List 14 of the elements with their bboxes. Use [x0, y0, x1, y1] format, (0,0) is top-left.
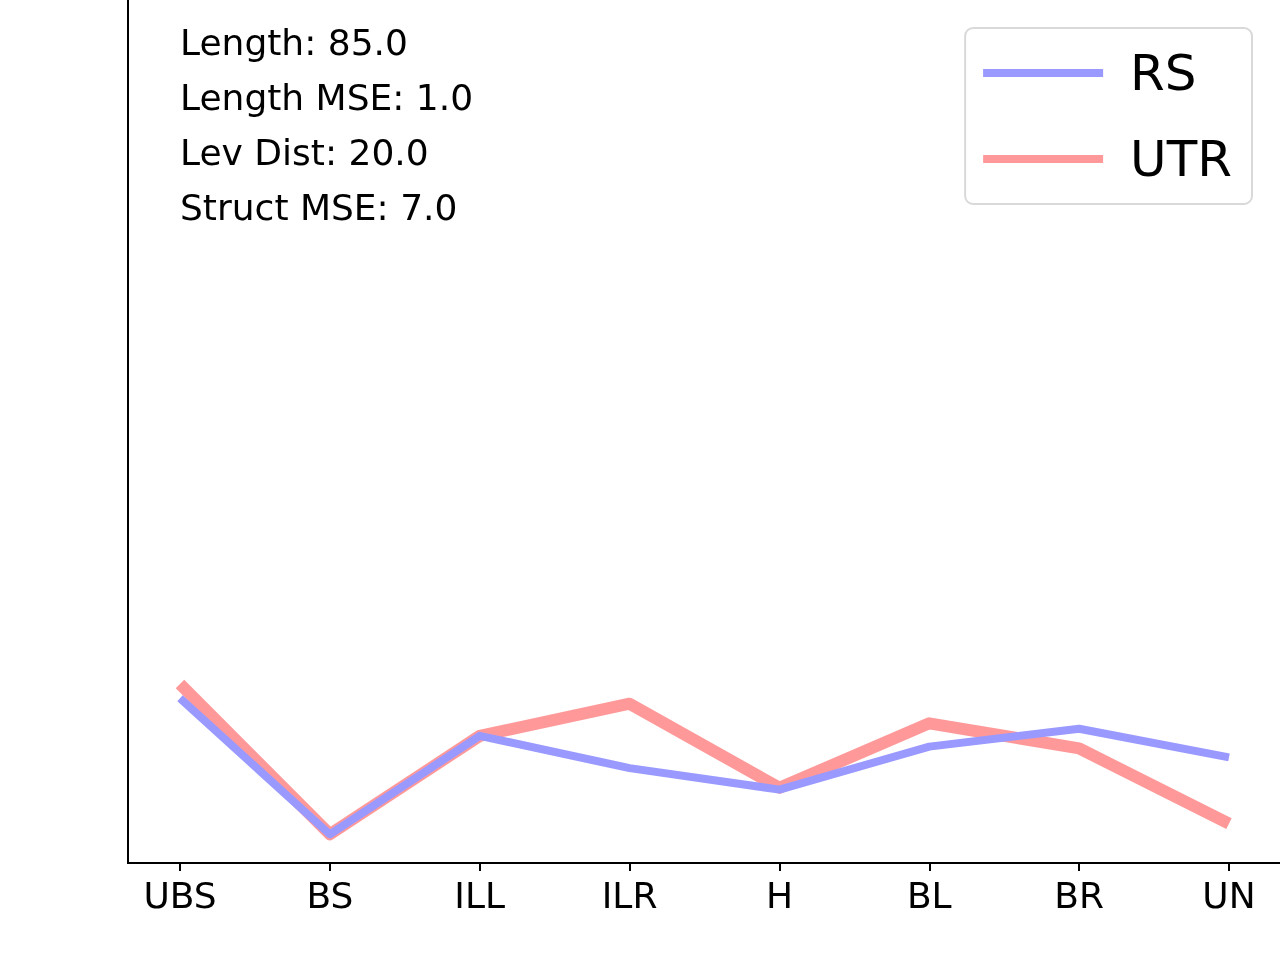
text: Length MSE: 1.0 [180, 76, 474, 118]
x-tick-label: BS [306, 874, 354, 916]
x-tick-label: BR [1054, 874, 1104, 916]
text: Lev Dist: 20.0 [180, 131, 429, 173]
x-tick-label: UBS [143, 874, 217, 916]
x-tick-label: ILR [601, 874, 658, 916]
text: Length: 85.0 [180, 21, 408, 63]
x-tick-label: BL [906, 874, 952, 916]
x-tick-label: ILL [454, 874, 506, 916]
text: Struct MSE: 7.0 [180, 186, 458, 228]
legend-label: UTR [1130, 130, 1233, 188]
legend-label: RS [1130, 44, 1197, 102]
x-tick-label: H [765, 874, 793, 916]
x-tick-label: UN [1202, 874, 1256, 916]
